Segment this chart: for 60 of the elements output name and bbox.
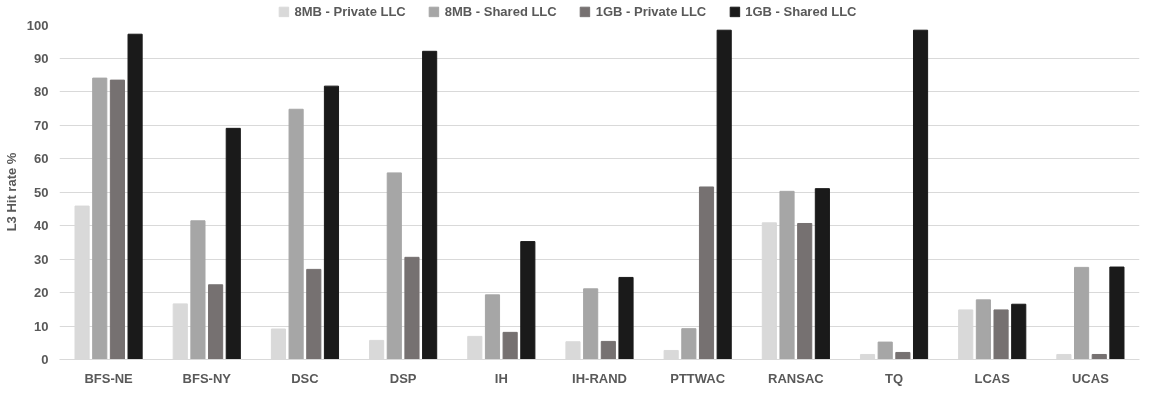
x-tick-label: RANSAC bbox=[768, 370, 825, 386]
bar bbox=[288, 108, 304, 360]
bar bbox=[716, 29, 732, 360]
bar bbox=[583, 288, 599, 360]
x-tick-label: UCAS bbox=[1071, 370, 1110, 386]
y-tick-label: 80 bbox=[34, 84, 49, 99]
bar bbox=[993, 309, 1009, 360]
y-tick-label: 30 bbox=[34, 251, 49, 267]
legend-label: 1GB - Shared LLC bbox=[745, 3, 857, 19]
bar bbox=[404, 256, 420, 360]
bar bbox=[306, 268, 322, 360]
bar bbox=[975, 299, 991, 360]
bar bbox=[877, 341, 893, 360]
bar bbox=[1011, 303, 1027, 360]
bar bbox=[127, 33, 143, 360]
y-tick-label: 60 bbox=[34, 151, 49, 166]
bar bbox=[912, 29, 929, 360]
y-tick-label: 70 bbox=[34, 117, 49, 133]
bar bbox=[1074, 266, 1090, 360]
bar bbox=[109, 79, 125, 360]
bar bbox=[484, 294, 501, 360]
x-tick-label: IH bbox=[494, 370, 508, 386]
y-tick-label: 90 bbox=[34, 50, 49, 66]
bar bbox=[323, 85, 340, 360]
x-tick-label: DSP bbox=[389, 370, 417, 386]
bar bbox=[698, 186, 715, 360]
bar bbox=[618, 276, 634, 360]
y-axis-title: L3 Hit rate % bbox=[3, 152, 19, 232]
x-tick-label: PTTWAC bbox=[670, 370, 726, 386]
x-tick-label: BFS-NE bbox=[84, 370, 134, 386]
bar bbox=[502, 331, 518, 360]
bar bbox=[779, 190, 795, 360]
bar bbox=[797, 222, 813, 360]
bar bbox=[422, 50, 438, 360]
y-tick-label: 40 bbox=[34, 218, 49, 233]
bar bbox=[1109, 266, 1125, 360]
bar bbox=[1091, 353, 1107, 360]
y-tick-label: 10 bbox=[34, 318, 49, 334]
bar bbox=[386, 172, 402, 360]
y-tick-label: 0 bbox=[41, 352, 49, 367]
x-tick-label: DSC bbox=[291, 370, 320, 386]
legend-label: 1GB - Private LLC bbox=[595, 3, 707, 19]
bar bbox=[190, 220, 206, 360]
legend-label: 8MB - Private LLC bbox=[294, 3, 406, 19]
bar bbox=[895, 351, 911, 360]
bar bbox=[681, 328, 697, 360]
x-tick-label: IH-RAND bbox=[572, 370, 627, 386]
legend-label: 8MB - Shared LLC bbox=[444, 3, 557, 19]
bar bbox=[92, 77, 108, 360]
bar bbox=[208, 284, 224, 360]
bar bbox=[814, 188, 830, 360]
x-tick-label: LCAS bbox=[974, 370, 1011, 386]
bar bbox=[600, 340, 616, 360]
x-tick-label: TQ bbox=[885, 370, 904, 386]
x-tick-label: BFS-NY bbox=[182, 370, 232, 386]
y-tick-label: 100 bbox=[26, 17, 49, 33]
bar bbox=[520, 241, 536, 360]
y-tick-label: 20 bbox=[34, 285, 49, 300]
y-tick-label: 50 bbox=[34, 184, 49, 200]
bar bbox=[225, 127, 241, 360]
